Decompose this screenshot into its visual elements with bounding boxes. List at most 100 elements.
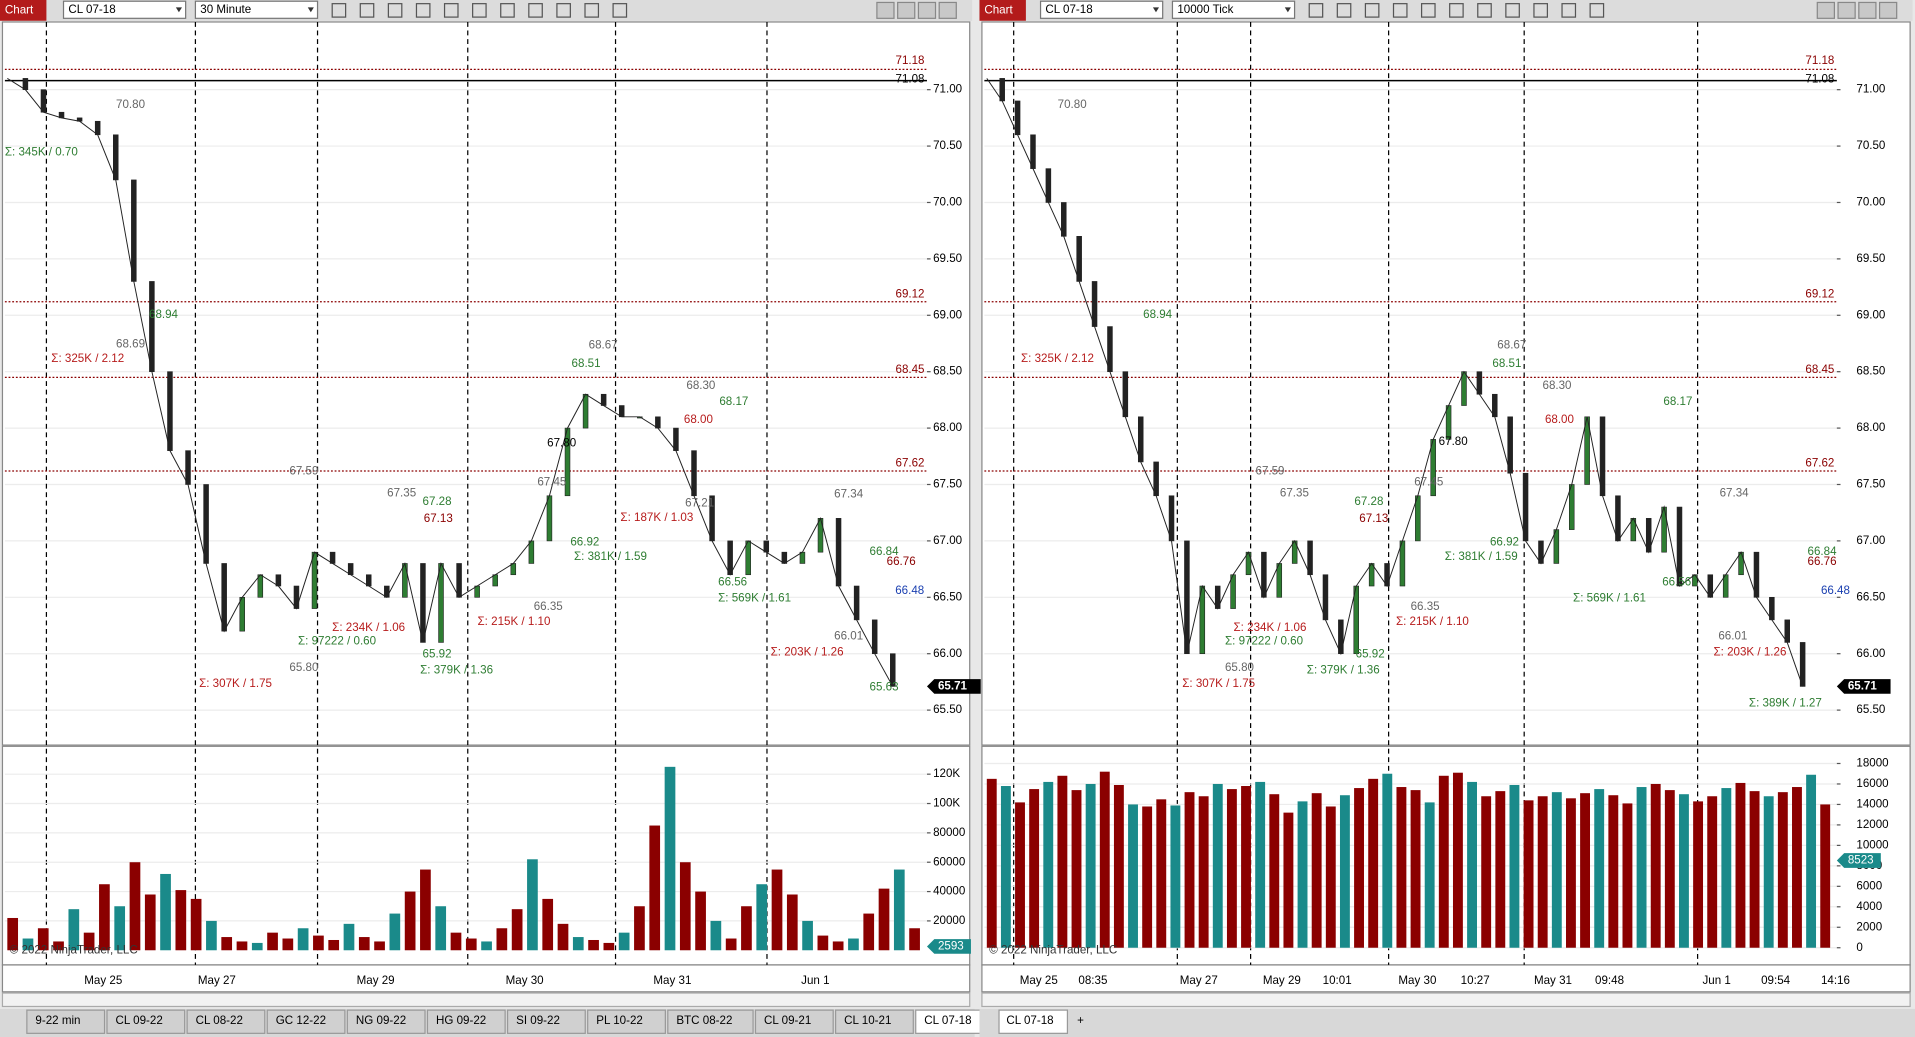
y-tick-label: 60000 <box>933 855 965 868</box>
candle <box>528 540 535 564</box>
window-button[interactable] <box>897 1 916 19</box>
window-button[interactable] <box>938 1 957 19</box>
tab[interactable] <box>186 1009 266 1034</box>
candle <box>999 78 1005 102</box>
toolbar-icon[interactable] <box>1533 3 1548 18</box>
tab-label: CL 08-22 <box>196 1014 243 1027</box>
toolbar-icon[interactable] <box>415 3 431 18</box>
candle <box>167 371 173 451</box>
volume-bar <box>1000 786 1011 948</box>
candle <box>22 78 29 90</box>
tab-label: CL 09-22 <box>116 1014 163 1027</box>
window-button[interactable] <box>1878 1 1898 19</box>
toolbar-icon[interactable] <box>443 3 459 18</box>
profile-annotation: 68.67 <box>1497 339 1526 352</box>
candle <box>673 427 679 451</box>
tab[interactable] <box>26 1009 106 1034</box>
candle <box>329 551 336 564</box>
profile-annotation: 68.51 <box>572 357 601 370</box>
tab[interactable] <box>346 1009 426 1034</box>
tab[interactable] <box>426 1009 506 1034</box>
scrollbar[interactable] <box>1 992 971 1008</box>
toolbar-icon[interactable] <box>500 3 515 18</box>
volume-bar <box>1438 775 1449 948</box>
toolbar-icon[interactable] <box>1336 3 1352 18</box>
tab[interactable] <box>835 1009 914 1034</box>
toolbar-icon[interactable] <box>528 3 543 18</box>
volume-bar <box>1749 791 1760 948</box>
scrollbar[interactable] <box>981 992 1911 1008</box>
volume-bar <box>1198 796 1209 948</box>
candle <box>347 563 354 576</box>
x-tick-label: May 27 <box>198 974 236 987</box>
tab[interactable] <box>106 1009 186 1034</box>
candle <box>853 585 860 621</box>
window-button[interactable] <box>917 1 937 19</box>
volume-bar <box>1156 799 1167 948</box>
volume-bar <box>1679 794 1689 948</box>
toolbar-icon[interactable] <box>1308 3 1324 18</box>
toolbar-icon[interactable] <box>1420 3 1436 18</box>
volume-bar <box>1099 771 1110 948</box>
volume-bar <box>221 937 233 951</box>
period-select[interactable] <box>1171 0 1296 19</box>
toolbar-icon[interactable] <box>472 3 487 18</box>
toolbar-icon[interactable] <box>612 3 628 18</box>
price-level-label: 71.08 <box>896 72 925 85</box>
copyright: © 2022 NinjaTrader, LLC <box>10 943 138 956</box>
last-price-marker <box>1836 679 1891 694</box>
tab[interactable] <box>587 1009 666 1034</box>
last-price-marker <box>926 679 981 694</box>
profile-annotation: 67.13 <box>424 512 453 525</box>
candle <box>1368 563 1375 587</box>
y-tick-label: 100K <box>933 797 960 810</box>
toolbar-icon[interactable] <box>331 3 347 18</box>
tab[interactable] <box>506 1009 586 1034</box>
profile-annotation: 67.28 <box>423 495 452 508</box>
toolbar-icon[interactable] <box>1561 3 1577 18</box>
profile-annotation: 67.13 <box>1359 512 1388 525</box>
tab-label: CL 07-18 <box>1006 1014 1053 1027</box>
profile-annotation: 68.17 <box>719 395 748 408</box>
window-button[interactable] <box>876 1 895 19</box>
window-button[interactable] <box>1837 1 1856 19</box>
volume-bar <box>664 766 676 951</box>
tab[interactable] <box>998 1009 1069 1034</box>
volume-bar <box>1184 792 1195 948</box>
volume-bar <box>389 913 401 951</box>
candle <box>1168 495 1175 542</box>
volume-bar <box>1071 790 1082 948</box>
instrument-select[interactable] <box>1039 0 1164 19</box>
add-tab[interactable]: + <box>1077 1014 1084 1027</box>
candle <box>1599 416 1606 497</box>
toolbar-icon[interactable] <box>1392 3 1408 18</box>
window-button[interactable] <box>1858 1 1877 19</box>
y-tick-label: 66.50 <box>1856 590 1885 603</box>
candle <box>618 405 625 418</box>
tab[interactable] <box>667 1009 754 1034</box>
tab[interactable] <box>754 1009 834 1034</box>
window-button[interactable] <box>1816 1 1836 19</box>
period-label: 30 Minute <box>200 3 251 16</box>
toolbar-icon[interactable] <box>1589 3 1605 18</box>
toolbar-icon[interactable] <box>1477 3 1492 18</box>
toolbar-icon[interactable] <box>1449 3 1464 18</box>
toolbar-icon[interactable] <box>1364 3 1380 18</box>
profile-annotation: 67.34 <box>834 488 864 501</box>
toolbar-icon[interactable] <box>556 3 571 18</box>
toolbar-icon[interactable] <box>359 3 375 18</box>
x-tick-label: May 31 <box>1534 974 1572 987</box>
period-select[interactable] <box>194 0 319 19</box>
toolbar-icon[interactable] <box>1505 3 1520 18</box>
instrument-select[interactable] <box>62 0 187 19</box>
profile-annotation: 68.30 <box>686 379 715 392</box>
profile-annotation: 67.21 <box>685 496 714 509</box>
volume-bar <box>817 935 829 951</box>
toolbar-icon[interactable] <box>584 3 600 18</box>
volume-bar <box>1523 800 1534 948</box>
toolbar-icon[interactable] <box>387 3 403 18</box>
tab[interactable] <box>266 1009 346 1034</box>
volume-bar <box>1693 801 1704 948</box>
volume-bar <box>251 942 263 951</box>
volume-bar <box>1269 794 1280 948</box>
